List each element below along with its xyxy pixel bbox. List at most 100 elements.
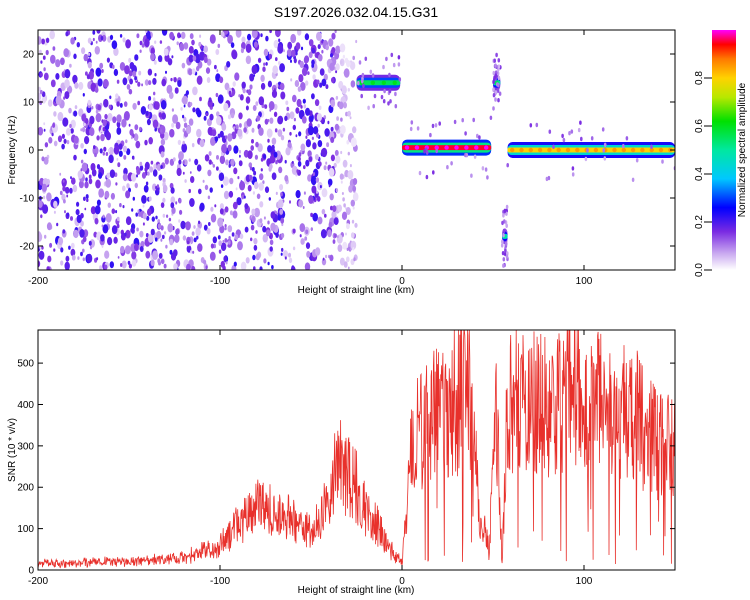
tone-upper-a-smear <box>369 69 373 75</box>
noise-blob <box>241 194 245 200</box>
noise-blob <box>43 128 46 132</box>
noise-blob <box>156 230 162 239</box>
noise-blob <box>269 30 272 34</box>
noise-blob <box>271 137 277 145</box>
noise-blob <box>82 248 85 253</box>
noise-blob <box>38 126 44 136</box>
noise-blob <box>158 174 163 181</box>
y-tick-label: 10 <box>23 98 35 109</box>
tone-upper-a-smear <box>382 64 385 70</box>
colorbar-ticks: 0.0 0.2 0.4 0.6 0.8 <box>694 71 712 277</box>
noise-blob <box>97 78 103 87</box>
noise-blob <box>316 190 318 194</box>
noise-blob <box>271 144 275 151</box>
noise-blob <box>205 112 208 116</box>
noise-blob <box>178 159 182 165</box>
noise-blob <box>93 145 96 150</box>
noise-blob <box>73 229 79 239</box>
noise-blob <box>100 234 105 242</box>
noise-blob <box>191 265 196 270</box>
noise-blob <box>302 67 308 76</box>
noise-blob <box>186 125 192 134</box>
noise-blob <box>263 258 267 264</box>
noise-blob <box>345 232 347 236</box>
noise-blob <box>150 53 155 61</box>
noise-blob <box>268 53 273 60</box>
noise-blob <box>216 116 222 126</box>
noise-blob <box>329 193 334 201</box>
noise-blob <box>95 109 99 114</box>
noise-blob <box>116 121 121 128</box>
noise-blob <box>45 49 49 56</box>
noise-blob <box>172 157 176 162</box>
noise-blob <box>116 79 120 84</box>
noise-blob <box>174 234 180 243</box>
noise-blob <box>316 113 322 122</box>
noise-blob <box>277 116 283 125</box>
noise-blob <box>189 33 194 40</box>
noise-blob <box>246 118 252 127</box>
noise-blob <box>339 173 344 180</box>
noise-blob <box>132 196 135 201</box>
noise-blob <box>188 158 191 162</box>
noise-blob <box>178 219 181 223</box>
noise-blob <box>244 226 249 233</box>
noise-blob <box>352 206 355 210</box>
noise-blob <box>186 245 192 253</box>
noise-blob <box>141 43 145 48</box>
noise-blob <box>131 259 137 267</box>
noise-blob <box>82 257 86 262</box>
noise-blob <box>330 154 335 162</box>
noise-blob <box>328 221 333 228</box>
noise-blob <box>161 234 165 240</box>
noise-blob <box>188 188 191 194</box>
noise-blob <box>128 88 133 95</box>
noise-blob <box>308 51 313 59</box>
carrier-a-smear <box>425 174 429 180</box>
carrier-b-smear <box>545 176 549 182</box>
tone-upper-a-smear <box>385 56 388 62</box>
noise-blob <box>160 138 166 146</box>
noise-blob <box>297 160 302 167</box>
carrier-a-peak <box>454 145 459 150</box>
tone-upper-b-smear <box>497 58 501 63</box>
noise-blob <box>343 102 347 109</box>
noise-blob <box>104 250 110 259</box>
noise-blob <box>101 34 107 42</box>
noise-blob <box>132 156 135 160</box>
noise-blob <box>252 105 257 111</box>
noise-blob <box>145 250 151 259</box>
noise-blob <box>171 122 175 128</box>
noise-blob <box>325 161 328 165</box>
noise-blob <box>69 187 73 194</box>
noise-blob <box>295 51 298 56</box>
noise-blob <box>267 119 270 122</box>
noise-blob <box>232 201 238 210</box>
noise-blob <box>312 172 316 176</box>
noise-blob <box>314 99 320 107</box>
noise-blob <box>278 85 281 89</box>
noise-blob <box>108 154 114 164</box>
noise-blob <box>41 245 44 250</box>
noise-blob <box>154 127 157 132</box>
noise-blob <box>53 140 58 147</box>
tone-upper-a-smear <box>397 62 401 67</box>
noise-blob <box>105 152 109 156</box>
noise-blob <box>94 217 99 225</box>
noise-blob <box>210 243 214 249</box>
noise-blob <box>275 160 278 165</box>
noise-blob <box>351 219 355 224</box>
noise-blob <box>283 49 285 53</box>
noise-blob <box>253 74 256 77</box>
noise-blob <box>350 199 355 207</box>
carrier-b-smear <box>577 127 581 133</box>
noise-blob <box>192 86 198 96</box>
tone-upper-a-smear <box>389 99 392 104</box>
noise-blob <box>174 87 179 94</box>
noise-blob <box>148 80 152 86</box>
carrier-b-smear <box>547 175 551 181</box>
noise-blob <box>42 204 49 214</box>
x-tick-label: -100 <box>210 276 230 287</box>
carrier-a-smear <box>461 118 465 123</box>
noise-blob <box>248 174 253 181</box>
